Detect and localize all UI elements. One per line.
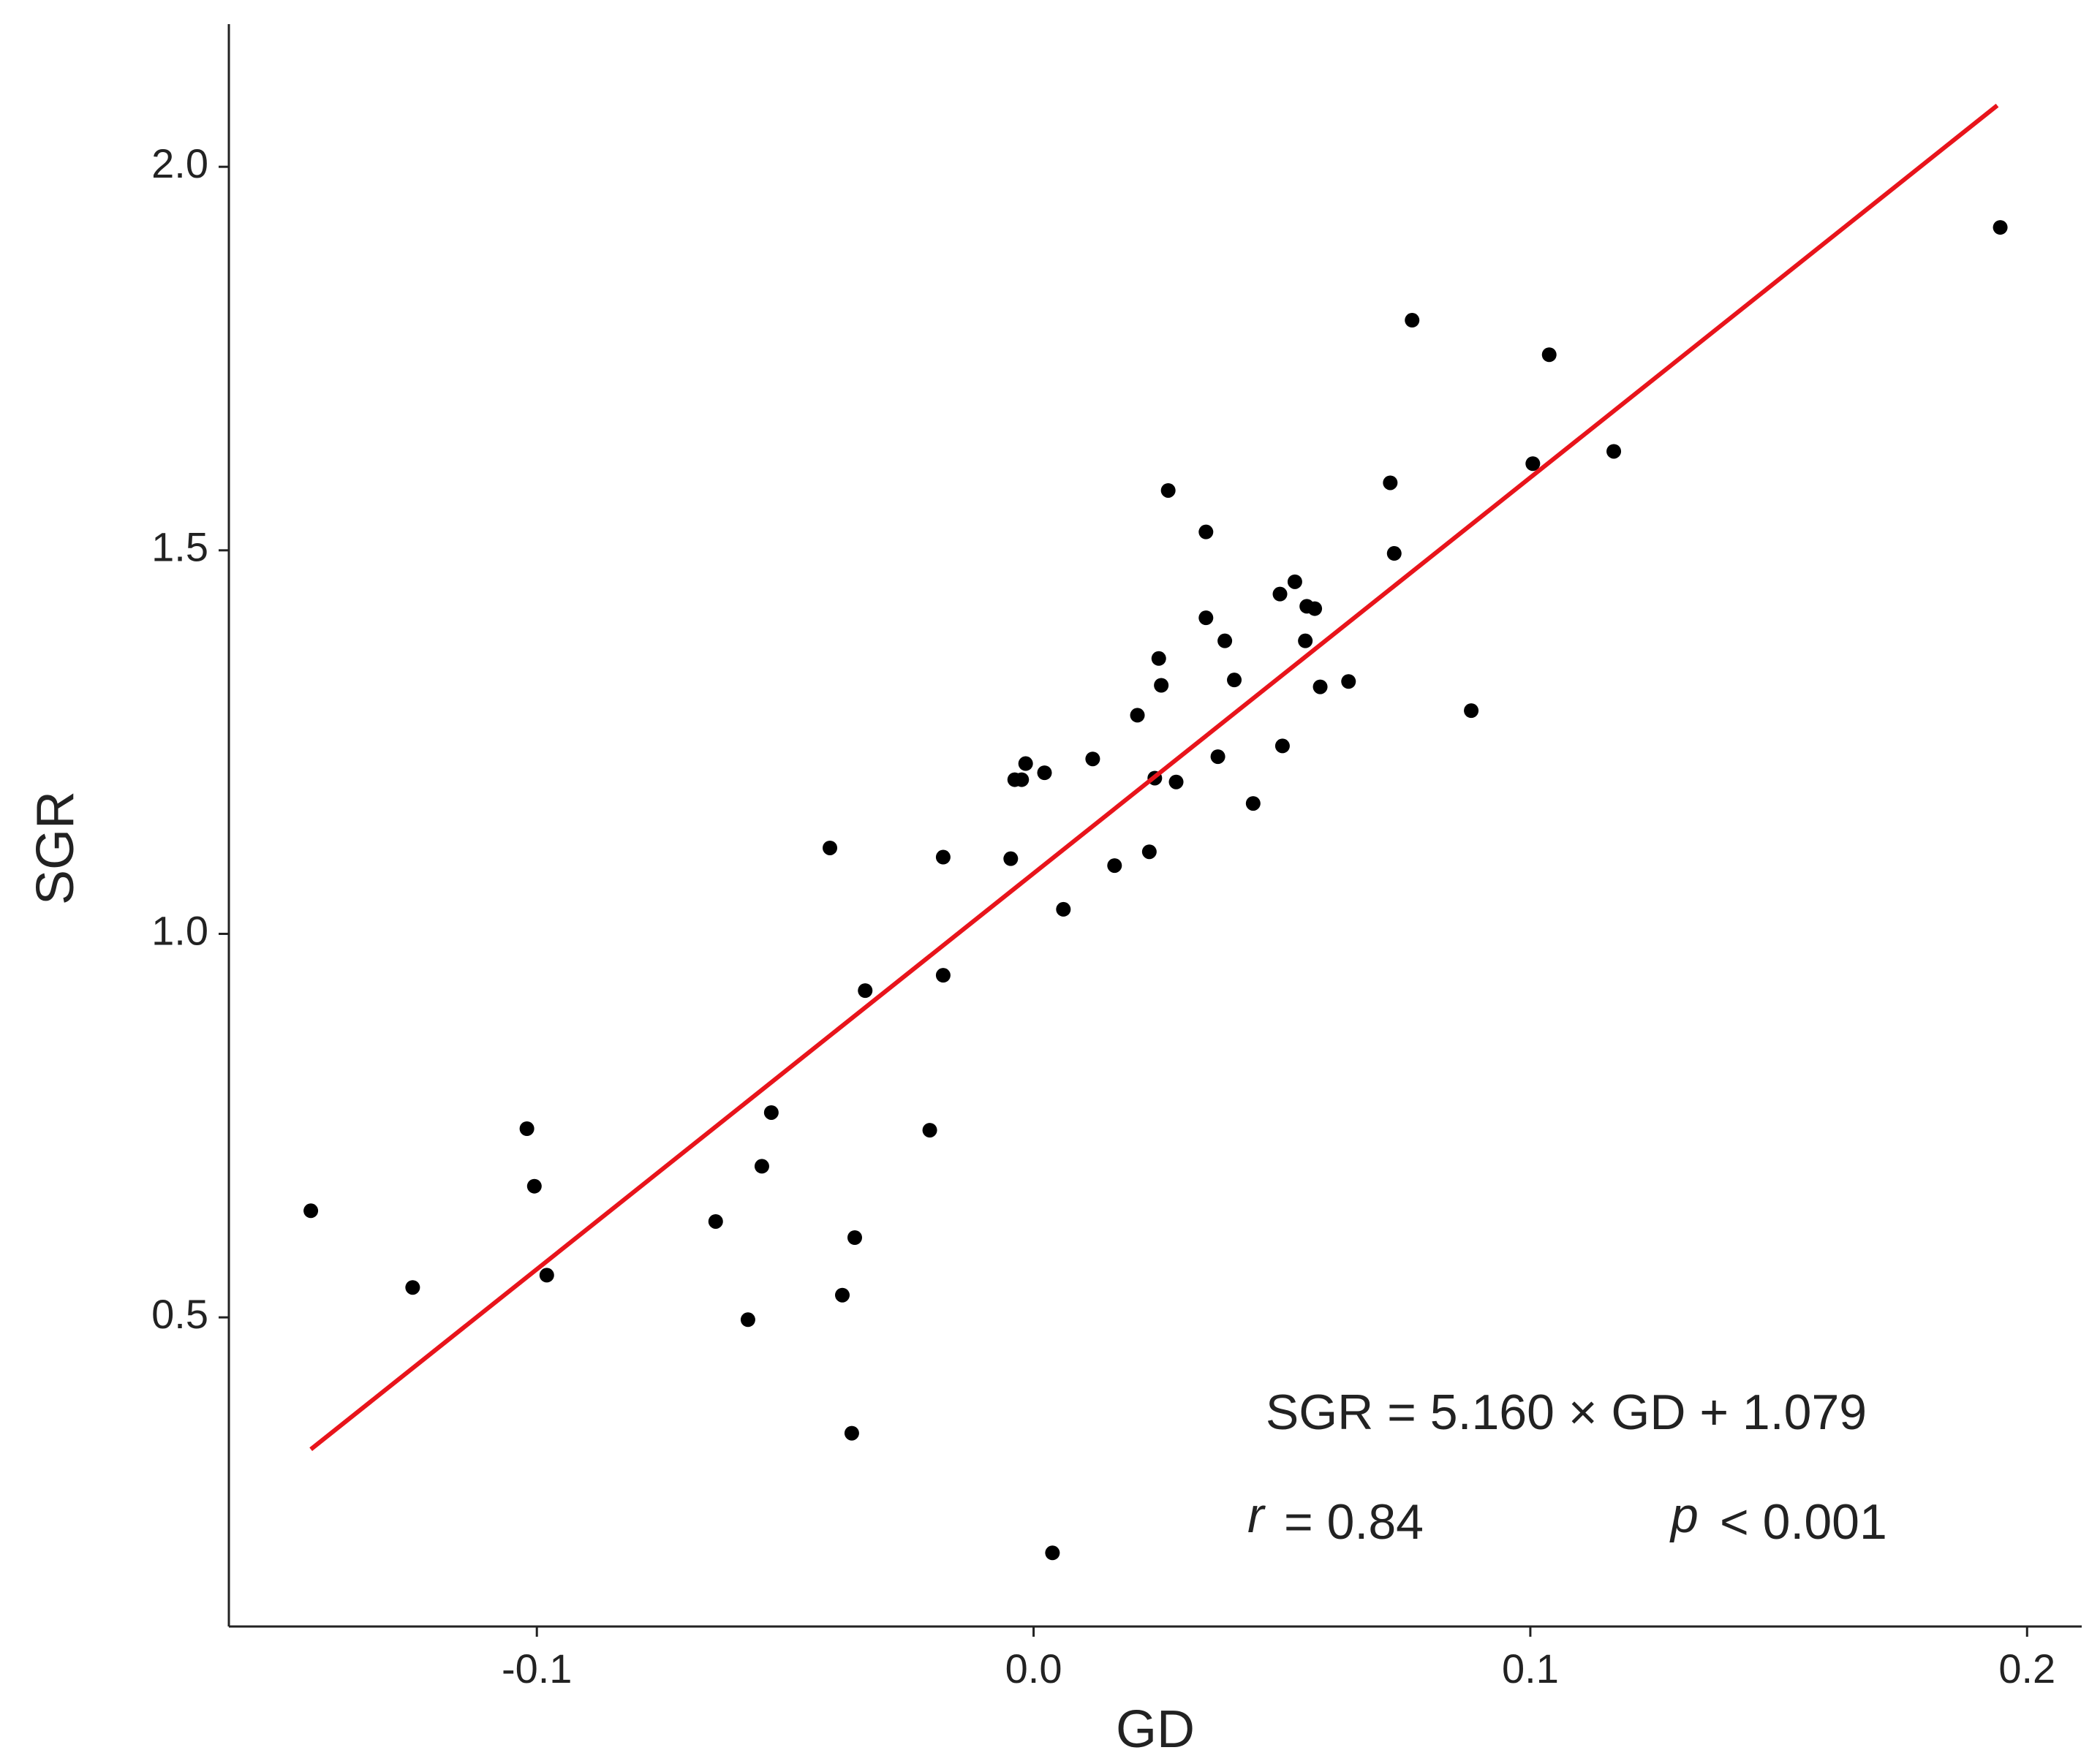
point	[1464, 703, 1479, 719]
point	[1168, 774, 1184, 789]
x-axis-title: GD	[1116, 1700, 1195, 1759]
point	[1227, 673, 1242, 688]
point	[1154, 678, 1169, 693]
point	[1130, 708, 1145, 723]
point	[1151, 651, 1166, 666]
fit-line	[309, 103, 1999, 1451]
p-value: < 0.001	[1720, 1494, 1887, 1550]
point	[519, 1121, 535, 1137]
point	[1274, 738, 1290, 754]
point	[858, 983, 873, 999]
x-tick-label: 0.1	[1502, 1646, 1559, 1692]
point	[1383, 475, 1398, 491]
point	[1014, 772, 1030, 787]
point	[1405, 313, 1420, 328]
x-tick-label: 0.2	[1998, 1646, 2055, 1692]
point	[1107, 858, 1122, 874]
point	[1018, 756, 1033, 771]
y-tick-label: 1.0	[151, 907, 208, 953]
equation: SGR = 5.160 × GD + 1.079	[1266, 1385, 1867, 1440]
point	[823, 840, 838, 855]
point	[1056, 901, 1071, 917]
point	[1198, 610, 1214, 626]
point	[1341, 674, 1356, 689]
point	[740, 1312, 755, 1328]
point	[1386, 546, 1402, 561]
point	[935, 849, 951, 865]
x-tick-label: -0.1	[502, 1646, 573, 1692]
point	[708, 1213, 723, 1229]
point	[847, 1230, 862, 1246]
point	[526, 1178, 542, 1194]
point	[1606, 444, 1622, 459]
point	[1160, 482, 1176, 498]
point	[1198, 524, 1214, 539]
x-tick-label: 0.0	[1005, 1646, 1062, 1692]
point	[1993, 220, 2008, 235]
point	[1525, 456, 1541, 472]
y-axis-title: SGR	[26, 791, 85, 905]
r-symbol: r	[1247, 1488, 1266, 1543]
point	[835, 1287, 850, 1303]
point	[844, 1425, 859, 1441]
point	[405, 1280, 420, 1295]
point	[1287, 574, 1302, 589]
point	[1045, 1545, 1060, 1561]
point	[1037, 765, 1052, 781]
point	[1217, 633, 1233, 648]
point	[1003, 851, 1019, 866]
point	[539, 1268, 554, 1283]
p-symbol: p	[1669, 1488, 1699, 1543]
point	[754, 1159, 769, 1174]
point	[1245, 796, 1261, 811]
point	[1541, 347, 1557, 363]
point	[1085, 751, 1100, 767]
point	[922, 1123, 937, 1138]
y-tick-label: 1.5	[151, 524, 208, 570]
point	[1307, 601, 1323, 616]
point	[1141, 844, 1157, 860]
point	[763, 1105, 779, 1120]
point	[1298, 633, 1313, 648]
point	[1210, 749, 1225, 765]
y-tick-label: 2.0	[151, 140, 208, 186]
r-value: = 0.84	[1284, 1494, 1424, 1550]
point	[303, 1203, 319, 1219]
point	[935, 968, 951, 983]
point	[1312, 679, 1328, 694]
y-tick-label: 0.5	[151, 1291, 208, 1337]
point	[1272, 586, 1288, 602]
